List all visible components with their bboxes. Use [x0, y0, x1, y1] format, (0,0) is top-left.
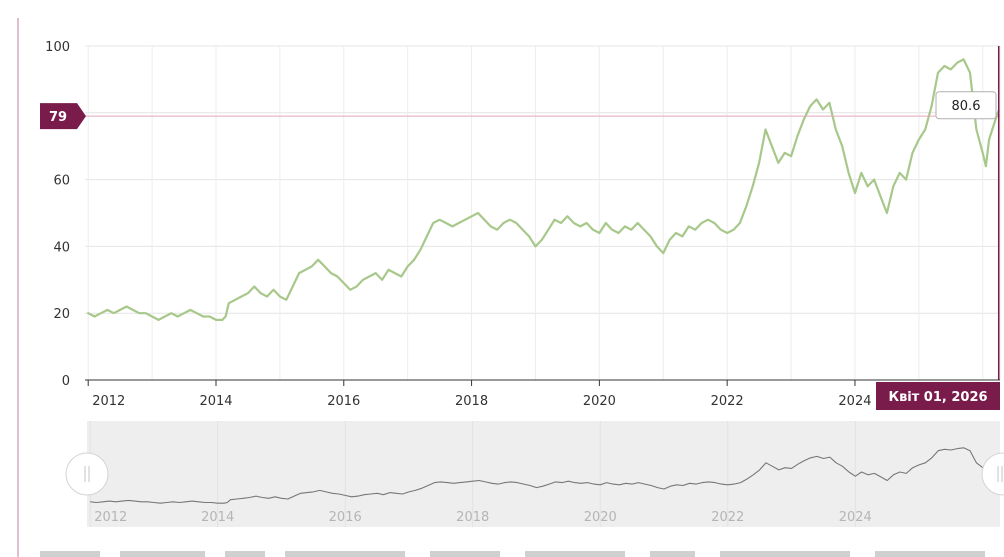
navigator[interactable]: 2012 2014 2016 2018 2020 2022 2024	[65, 421, 1004, 527]
y-tick-label: 60	[53, 174, 70, 189]
x-crosshair-badge-shape	[876, 382, 1000, 410]
value-tooltip: 80.6	[935, 91, 997, 120]
grip-handle-icon	[997, 466, 1003, 482]
navigator-tick-label: 2020	[584, 510, 617, 525]
navigator-handle-left[interactable]	[65, 452, 109, 496]
navigator-tick-label: 2014	[201, 510, 234, 525]
value-tooltip-text: 80.6	[952, 99, 981, 114]
y-crosshair-badge-shape	[40, 103, 86, 130]
y-axis: 020406080100	[45, 40, 70, 389]
x-tick-label: 2020	[583, 394, 616, 409]
x-tick-label: 2022	[711, 394, 744, 409]
navigator-tick-label: 2018	[456, 510, 489, 525]
navigator-tick-label: 2012	[94, 510, 127, 525]
plot-area[interactable]	[85, 46, 1000, 380]
navigator-tick-label: 2016	[329, 510, 362, 525]
x-crosshair-badge: Квіт 01, 2026	[876, 382, 1000, 410]
y-crosshair-value: 79	[49, 110, 67, 125]
y-tick-label: 0	[62, 374, 70, 389]
y-tick-label: 40	[53, 240, 70, 255]
navigator-tick-label: 2024	[839, 510, 872, 525]
cropped-text-strip	[40, 551, 985, 557]
y-tick-label: 20	[53, 307, 70, 322]
x-crosshair-date: Квіт 01, 2026	[888, 390, 987, 405]
y-crosshair-badge: 79	[40, 103, 86, 130]
x-axis: 2012 2014 2016 2018 2020 2022 2024	[87, 380, 872, 409]
grip-handle-icon	[84, 466, 90, 482]
navigator-handle-right[interactable]	[981, 452, 1004, 496]
x-tick-label: 2016	[327, 394, 360, 409]
x-tick-label: 2012	[92, 394, 125, 409]
navigator-background[interactable]	[87, 421, 1000, 527]
left-border	[17, 18, 19, 557]
navigator-tick-label: 2022	[711, 510, 744, 525]
x-tick-label: 2018	[455, 394, 488, 409]
series-line	[87, 58, 1000, 321]
value-tooltip-box	[935, 91, 997, 120]
handle-right-knob[interactable]	[981, 452, 1004, 496]
y-tick-label: 100	[45, 40, 70, 55]
x-tick-label: 2014	[199, 394, 232, 409]
x-tick-label: 2024	[838, 394, 871, 409]
grid	[85, 45, 1001, 380]
handle-left-knob[interactable]	[65, 452, 109, 496]
navigator-series-line	[90, 447, 999, 504]
